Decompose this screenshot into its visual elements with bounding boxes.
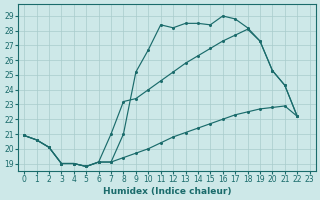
X-axis label: Humidex (Indice chaleur): Humidex (Indice chaleur) [103, 187, 231, 196]
